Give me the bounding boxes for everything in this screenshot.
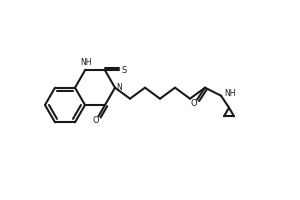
- Text: NH: NH: [80, 58, 92, 67]
- Text: N: N: [116, 83, 122, 92]
- Text: S: S: [122, 66, 127, 75]
- Text: O: O: [93, 116, 99, 125]
- Text: O: O: [191, 99, 197, 108]
- Text: NH: NH: [224, 89, 236, 98]
